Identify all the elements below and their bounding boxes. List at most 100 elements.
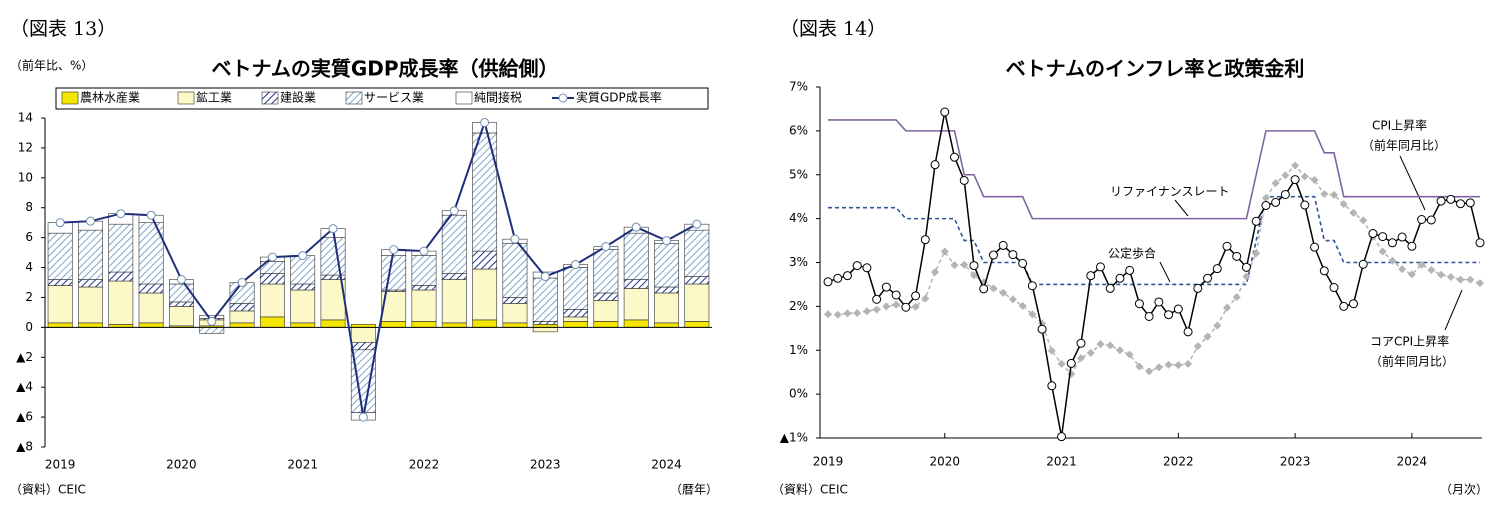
bar-segment <box>108 271 134 282</box>
point <box>1125 265 1135 275</box>
series-label: リファイナンスレート <box>1110 185 1230 199</box>
bar-segment <box>381 321 407 328</box>
bar-segment <box>593 321 619 328</box>
point <box>1465 198 1475 208</box>
line <box>60 119 698 418</box>
point <box>920 235 930 245</box>
point <box>842 271 852 281</box>
bar-segment <box>472 268 498 321</box>
bar-segment <box>684 321 710 328</box>
point <box>237 278 247 287</box>
point <box>1271 179 1280 188</box>
point <box>1076 338 1086 348</box>
legend-label: 建設業 <box>280 90 316 105</box>
point <box>1067 369 1076 378</box>
point <box>1437 270 1446 279</box>
point <box>921 294 930 303</box>
x-tick-label: 2022 <box>1163 455 1194 469</box>
legend-box <box>55 87 709 110</box>
point <box>852 261 862 271</box>
point <box>1193 283 1203 293</box>
point <box>940 247 949 256</box>
point <box>1281 171 1290 180</box>
point <box>911 291 921 301</box>
point <box>1222 241 1232 251</box>
x-tick-label: 2022 <box>409 458 440 472</box>
point <box>1066 358 1076 368</box>
line <box>827 111 1481 437</box>
bar-segment <box>623 232 649 280</box>
point <box>862 307 871 316</box>
point <box>1446 272 1455 281</box>
point <box>1310 242 1320 252</box>
point <box>55 218 65 228</box>
point <box>1300 172 1309 181</box>
point <box>1387 238 1397 248</box>
bar-segment <box>593 249 619 294</box>
y-tick-label: ▲4 <box>16 380 33 394</box>
point <box>1037 324 1047 334</box>
point <box>1008 295 1017 304</box>
point <box>328 224 338 234</box>
legend-swatch <box>177 91 195 105</box>
point <box>601 242 611 252</box>
y-tick-label: 12 <box>18 140 33 154</box>
point <box>1241 262 1251 272</box>
point <box>1203 273 1213 283</box>
point <box>1125 350 1134 359</box>
bar-segment <box>47 285 73 324</box>
point <box>1320 190 1329 199</box>
point <box>449 206 459 216</box>
point <box>1027 281 1037 291</box>
bar-segment <box>169 283 194 303</box>
point <box>1086 271 1096 281</box>
point <box>989 284 998 293</box>
y-tick-label: 0% <box>789 387 808 401</box>
point <box>969 261 979 271</box>
bar-segment <box>350 327 376 343</box>
bar-segment <box>259 316 285 328</box>
point <box>1310 176 1319 185</box>
legend-swatch <box>345 91 363 105</box>
bar-segment <box>623 288 649 321</box>
point <box>1476 279 1484 288</box>
legend-swatch <box>61 91 79 105</box>
point <box>1095 262 1105 272</box>
x-tick-label: 2019 <box>813 455 844 469</box>
point <box>480 117 490 127</box>
x-tick-label: 2024 <box>1397 455 1428 469</box>
x-tick-label: 2023 <box>530 458 561 472</box>
figure-label: （図表 14） <box>780 18 886 40</box>
point <box>419 246 429 256</box>
point <box>176 275 186 285</box>
point <box>1183 327 1193 337</box>
point <box>1213 321 1222 330</box>
bar-segment <box>411 285 437 291</box>
point <box>1047 346 1056 355</box>
point <box>146 210 156 220</box>
point <box>1330 190 1339 199</box>
y-tick-label: 10 <box>18 170 33 184</box>
point <box>1280 189 1290 199</box>
y-tick-label: 4% <box>789 211 808 225</box>
point <box>979 284 989 294</box>
point <box>571 260 581 270</box>
point <box>881 282 891 292</box>
x-tick-label: 2024 <box>651 458 682 472</box>
source: （資料）CEIC <box>772 483 848 497</box>
point <box>1271 197 1281 207</box>
bar-segment <box>229 303 255 312</box>
point <box>267 252 277 262</box>
x-unit: （暦年） <box>670 483 718 497</box>
bar-segment <box>654 243 679 288</box>
bar-segment <box>593 292 619 301</box>
legend-label: 農林水産業 <box>80 90 140 105</box>
bar-segment <box>411 289 437 322</box>
y-tick-label: 0 <box>25 320 33 334</box>
point <box>1398 265 1407 274</box>
figure-label: （図表 13） <box>10 18 116 40</box>
y-tick-label: 6% <box>789 123 808 137</box>
point <box>1145 367 1154 376</box>
bar-segment <box>502 297 528 304</box>
